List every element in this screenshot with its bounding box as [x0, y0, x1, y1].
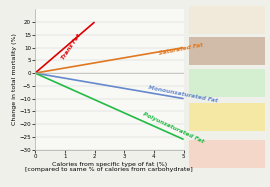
- Text: Polyunsaturated Fat: Polyunsaturated Fat: [142, 112, 205, 144]
- X-axis label: Calories from specific type of fat (%)
[compared to same % of calories from carb: Calories from specific type of fat (%) […: [25, 162, 193, 172]
- Y-axis label: Change in total mortality (%): Change in total mortality (%): [12, 33, 16, 125]
- Text: Trans Fat: Trans Fat: [60, 33, 81, 60]
- Text: Monounsaturated Fat: Monounsaturated Fat: [148, 85, 218, 103]
- Text: Saturated Fat: Saturated Fat: [158, 43, 204, 56]
